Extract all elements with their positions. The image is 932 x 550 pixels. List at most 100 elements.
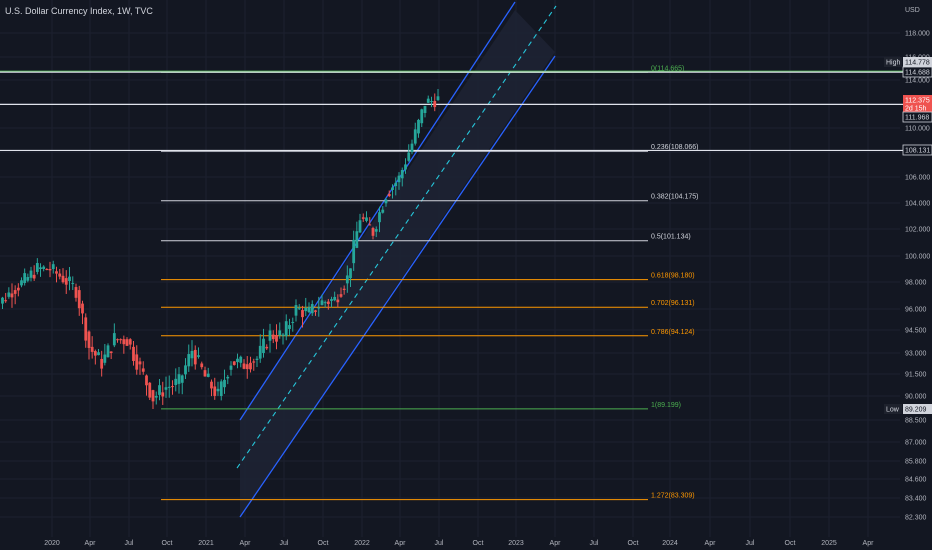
candle-body[interactable]: [330, 299, 333, 301]
candle-body[interactable]: [216, 388, 220, 392]
candle-body[interactable]: [265, 346, 269, 349]
candle-body[interactable]: [310, 304, 314, 314]
candle-body[interactable]: [151, 390, 155, 402]
candle-body[interactable]: [106, 345, 110, 358]
candle-body[interactable]: [333, 296, 337, 301]
candle-body[interactable]: [236, 358, 239, 363]
candle-body[interactable]: [138, 361, 142, 365]
candle-body[interactable]: [135, 354, 139, 370]
candle-body[interactable]: [45, 269, 49, 270]
candle-body[interactable]: [74, 287, 78, 298]
candle-body[interactable]: [81, 303, 84, 314]
candle-body[interactable]: [87, 331, 91, 348]
candle-body[interactable]: [51, 264, 55, 269]
candle-body[interactable]: [190, 350, 194, 359]
candle-body[interactable]: [32, 274, 36, 279]
candle-body[interactable]: [317, 307, 321, 309]
candle-body[interactable]: [203, 370, 207, 377]
candle-body[interactable]: [288, 325, 291, 329]
candle-body[interactable]: [71, 283, 75, 285]
candle-body[interactable]: [4, 300, 8, 302]
candle-body[interactable]: [245, 364, 249, 370]
candle-body[interactable]: [171, 386, 174, 388]
candle-body[interactable]: [284, 321, 288, 337]
candle-body[interactable]: [304, 307, 308, 312]
candle-body[interactable]: [255, 358, 259, 360]
candle-body[interactable]: [413, 129, 417, 144]
candle-body[interactable]: [23, 273, 27, 284]
candle-body[interactable]: [349, 268, 352, 279]
candle-body[interactable]: [391, 187, 394, 190]
candle-body[interactable]: [394, 182, 398, 187]
candle-body[interactable]: [148, 382, 152, 398]
candle-body[interactable]: [275, 334, 278, 342]
candle-body[interactable]: [368, 224, 372, 226]
candle-body[interactable]: [381, 209, 385, 213]
candle-body[interactable]: [29, 270, 33, 278]
candle-body[interactable]: [112, 333, 116, 346]
candle-body[interactable]: [384, 199, 388, 204]
candle-body[interactable]: [1, 297, 4, 304]
candle-body[interactable]: [336, 299, 340, 303]
candle-body[interactable]: [90, 346, 94, 352]
candle-body[interactable]: [122, 339, 126, 345]
candle-body[interactable]: [374, 229, 378, 232]
candle-body[interactable]: [361, 217, 365, 219]
candle-body[interactable]: [297, 308, 301, 310]
candle-body[interactable]: [294, 305, 298, 316]
candle-body[interactable]: [116, 339, 119, 341]
candle-body[interactable]: [200, 363, 204, 368]
candle-body[interactable]: [109, 351, 113, 354]
candle-body[interactable]: [193, 349, 197, 365]
candle-body[interactable]: [301, 310, 304, 318]
candle-body[interactable]: [100, 358, 104, 369]
candle-body[interactable]: [397, 175, 401, 183]
channel-midline[interactable]: [236, 5, 557, 469]
candle-body[interactable]: [39, 267, 42, 269]
candle-body[interactable]: [219, 381, 223, 396]
candle-body[interactable]: [400, 170, 404, 179]
candle-body[interactable]: [77, 290, 81, 309]
candle-body[interactable]: [13, 290, 17, 294]
candle-body[interactable]: [161, 392, 165, 397]
candle-body[interactable]: [154, 395, 158, 398]
candle-body[interactable]: [320, 300, 324, 305]
candle-body[interactable]: [352, 239, 356, 264]
candle-body[interactable]: [158, 385, 161, 395]
candle-body[interactable]: [239, 356, 243, 363]
candle-body[interactable]: [407, 152, 411, 161]
candle-body[interactable]: [20, 280, 23, 286]
channel-lower-line[interactable]: [239, 55, 556, 518]
candle-body[interactable]: [365, 217, 368, 221]
candle-body[interactable]: [145, 375, 148, 386]
candle-body[interactable]: [232, 361, 236, 365]
candle-body[interactable]: [164, 387, 168, 390]
candle-body[interactable]: [387, 193, 391, 197]
candle-body[interactable]: [197, 355, 200, 357]
candle-body[interactable]: [68, 276, 71, 282]
candle-body[interactable]: [433, 101, 437, 108]
candle-body[interactable]: [119, 339, 123, 341]
candle-body[interactable]: [426, 98, 430, 103]
candle-body[interactable]: [436, 96, 440, 101]
candle-body[interactable]: [125, 339, 129, 346]
candle-body[interactable]: [404, 164, 407, 170]
candle-body[interactable]: [210, 381, 213, 389]
candle-body[interactable]: [84, 317, 88, 341]
candle-body[interactable]: [252, 361, 256, 363]
candle-body[interactable]: [184, 365, 187, 375]
candle-body[interactable]: [206, 373, 210, 377]
candle-body[interactable]: [64, 278, 68, 285]
candle-body[interactable]: [345, 275, 349, 284]
candle-body[interactable]: [97, 352, 100, 356]
candle-body[interactable]: [167, 386, 171, 388]
candle-body[interactable]: [7, 292, 11, 297]
candle-body[interactable]: [177, 374, 181, 384]
candle-body[interactable]: [229, 365, 233, 370]
candle-body[interactable]: [358, 220, 362, 233]
candle-body[interactable]: [48, 269, 52, 271]
candle-body[interactable]: [417, 119, 420, 134]
candle-body[interactable]: [258, 345, 262, 359]
